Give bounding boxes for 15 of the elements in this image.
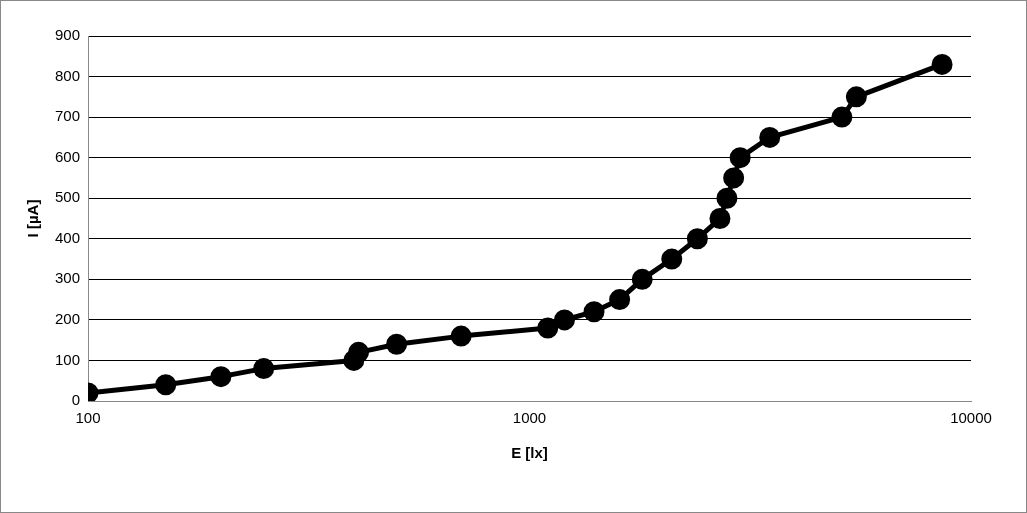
y-tick-label: 300 xyxy=(55,269,81,287)
y-axis-title: I [µA] xyxy=(24,199,42,238)
y-tick-label: 0 xyxy=(71,391,81,409)
x-tick-label: 10000 xyxy=(950,409,992,427)
x-tick-label: 100 xyxy=(75,409,101,427)
y-tick-label: 600 xyxy=(55,147,81,165)
x-tick-label: 1000 xyxy=(512,409,547,427)
y-tick-label: 200 xyxy=(55,310,81,328)
y-tick-label: 100 xyxy=(55,350,81,368)
y-tick-label: 900 xyxy=(55,26,81,44)
y-tick-label: 800 xyxy=(55,66,81,84)
y-tick-label: 400 xyxy=(55,228,81,246)
y-tick-label: 500 xyxy=(55,188,81,206)
x-axis-title: E [lx] xyxy=(511,444,548,462)
y-tick-label: 700 xyxy=(55,107,81,125)
